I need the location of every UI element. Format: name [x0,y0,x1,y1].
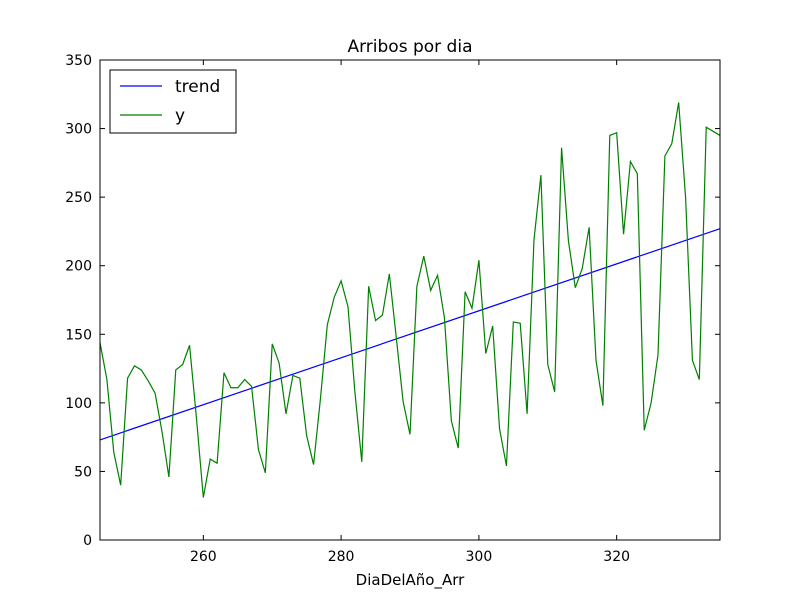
x-tick-label: 320 [603,549,630,565]
chart-title: Arribos por dia [347,37,472,57]
legend-label-trend: trend [175,77,220,97]
y-tick-label: 200 [65,259,92,275]
x-tick-label: 260 [190,549,217,565]
plot-frame [99,59,721,541]
y-tick-label: 150 [65,327,92,343]
legend-label-y: y [175,106,185,126]
y-tick-label: 350 [65,53,92,69]
y-tick-label: 300 [65,122,92,138]
y-tick-label: 0 [83,533,92,549]
series-line-trend [99,228,721,441]
legend: trend y [109,69,237,134]
x-tick-label: 300 [466,549,493,565]
y-tick-label: 250 [65,190,92,206]
x-tick-label: 280 [328,549,355,565]
y-tick-label: 100 [65,396,92,412]
series-line-y [99,102,721,498]
x-axis-label: DiaDelAño_Arr [356,571,465,590]
y-tick-label: 50 [74,464,92,480]
series-layer [99,102,721,498]
ticks-layer: 260 280 300 320 0 50 100 150 200 250 300 350 [65,53,720,565]
plot-area: 260 280 300 320 0 50 100 150 200 250 300 350 [65,53,721,565]
legend-box [109,69,237,134]
